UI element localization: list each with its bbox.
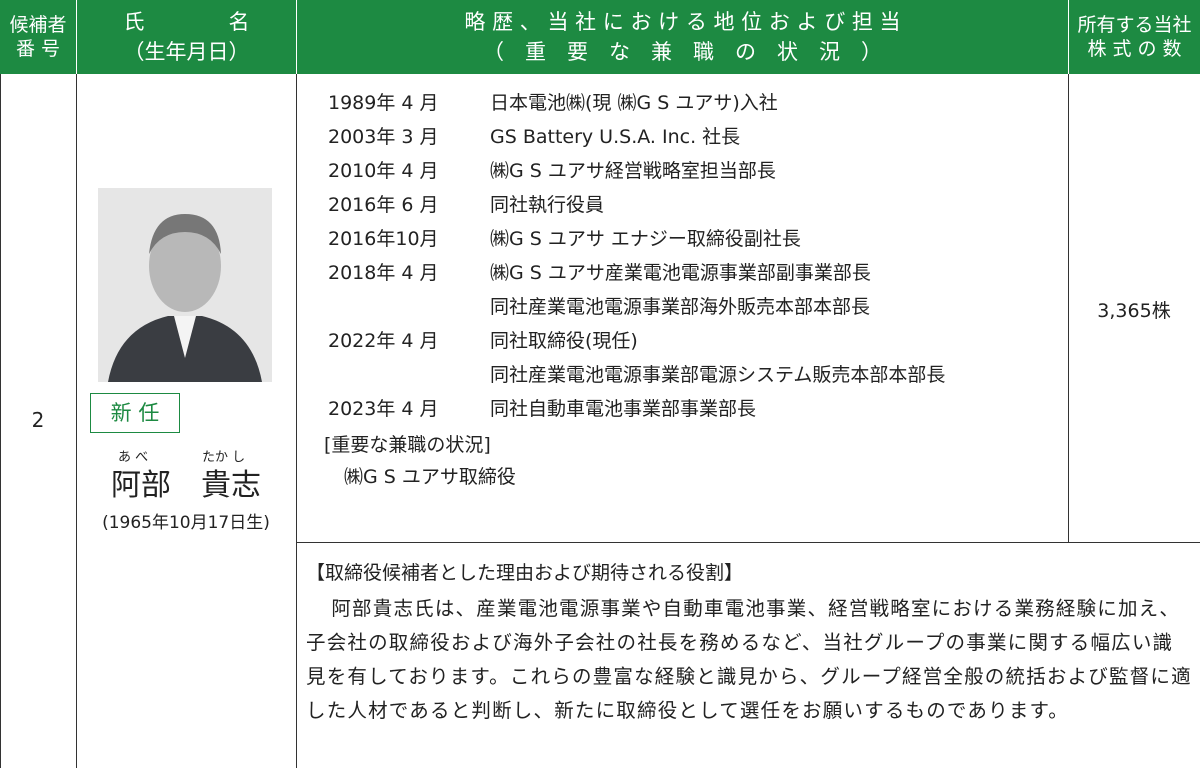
career-text: 日本電池㈱(現 ㈱G S ユアサ)入社 [490,92,778,114]
career-row: 2016年10月 ㈱G S ユアサ エナジー取締役副社長 [328,222,1063,256]
border [0,74,1,768]
shares: 3,365株 [1097,300,1171,322]
career-text: ㈱G S ユアサ産業電池電源事業部副事業部長 [490,262,871,284]
candidate-name: 阿部 貴志 [111,468,261,503]
career-text: 同社産業電池電源事業部海外販売本部本部長 [490,296,871,318]
career-text: 同社取締役(現任) [490,330,638,352]
border [296,542,1200,543]
career-text: 同社産業電池電源事業部電源システム販売本部本部長 [490,364,946,386]
career-date: 2016年 6 月 [328,194,439,216]
career-text: GS Battery U.S.A. Inc. 社長 [490,126,741,148]
career-row: 同社産業電池電源事業部電源システム販売本部本部長 [328,358,1063,392]
career-row: 2010年 4 月 ㈱G S ユアサ経営戦略室担当部長 [328,154,1063,188]
career-text: 同社自動車電池事業部事業部長 [490,398,757,420]
concurrent-text: ㈱G S ユアサ取締役 [344,466,516,488]
candidate-number: 2 [31,408,45,432]
career-text: ㈱G S ユアサ エナジー取締役副社長 [490,228,801,250]
border [76,74,77,768]
career-row: 1989年 4 月 日本電池㈱(現 ㈱G S ユアサ)入社 [328,86,1063,120]
header-text: 所有する当社 [1077,14,1192,36]
new-badge: 新 任 [90,393,180,433]
career-text: ㈱G S ユアサ経営戦略室担当部長 [490,160,776,182]
header-shares: 所有する当社 株 式 の 数 [1069,0,1200,74]
header-number: 候補者 番 号 [0,0,76,74]
header-text: 番 号 [15,38,61,60]
concurrent-title: [重要な兼職の状況] [324,434,491,456]
header-text: 株 式 の 数 [1087,38,1182,60]
header-text: 候補者 [9,14,67,36]
header-text: 氏 名 [123,10,250,34]
career-row: 同社産業電池電源事業部海外販売本部本部長 [328,290,1063,324]
career-date [328,358,490,392]
photo [98,188,272,382]
header-text: 略 歴 、 当 社 に お け る 地 位 お よ び 担 当 [464,10,901,34]
furigana: あ べ [118,450,149,465]
career-row: 2003年 3 月 GS Battery U.S.A. Inc. 社長 [328,120,1063,154]
career-date: 2010年 4 月 [328,160,439,182]
header-text: （ 重 要 な 兼 職 の 状 況 ） [483,40,882,64]
career-date: 2023年 4 月 [328,398,439,420]
header-name: 氏 名 （生年月日） [77,0,296,74]
career-list: 1989年 4 月 日本電池㈱(現 ㈱G S ユアサ)入社 2003年 3 月 GS … [324,86,1063,492]
header-career: 略 歴 、 当 社 に お け る 地 位 お よ び 担 当 （ 重 要 な … [297,0,1068,74]
career-date [328,290,490,324]
career-row: 2018年 4 月 ㈱G S ユアサ産業電池電源事業部副事業部長 [328,256,1063,290]
career-date: 2022年 4 月 [328,330,439,352]
career-date: 1989年 4 月 [328,92,439,114]
border [296,74,297,768]
career-date: 2018年 4 月 [328,262,439,284]
birth-date: (1965年10月17日生) [102,513,270,533]
header-text: （生年月日） [123,40,250,64]
career-text: 同社執行役員 [490,194,605,216]
career-row: 2022年 4 月 同社取締役(現任) [328,324,1063,358]
career-row: 2023年 4 月 同社自動車電池事業部事業部長 [328,392,1063,426]
career-date: 2016年10月 [328,228,439,250]
reason-title: 【取締役候補者とした理由および期待される役割】 [306,562,744,584]
reason-text: 阿部貴志氏は、産業電池電源事業や自動車電池事業、経営戦略室における業務経験に加え… [306,597,1192,722]
border [1068,74,1069,542]
furigana: たか し [202,450,246,465]
career-row: 2016年 6 月 同社執行役員 [328,188,1063,222]
career-date: 2003年 3 月 [328,126,439,148]
